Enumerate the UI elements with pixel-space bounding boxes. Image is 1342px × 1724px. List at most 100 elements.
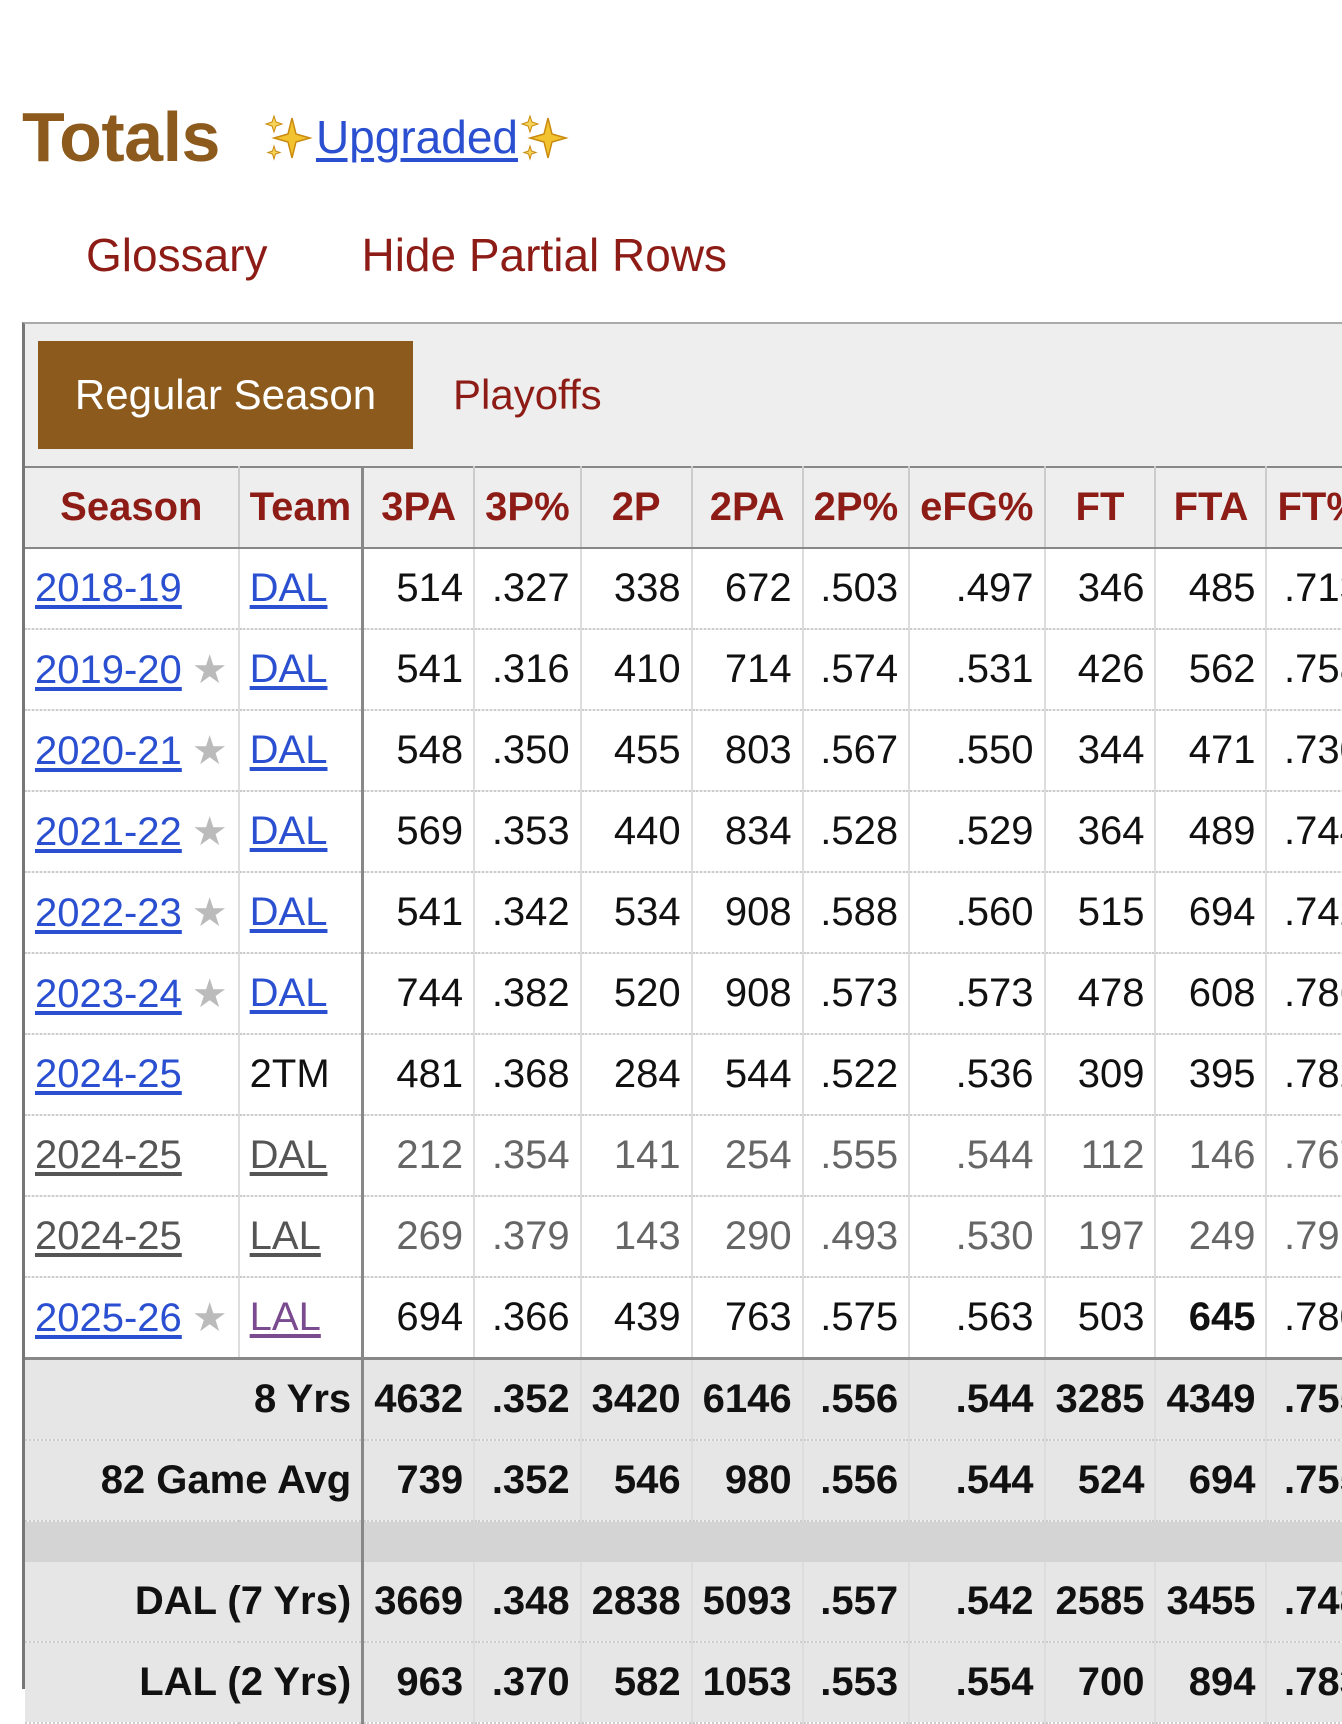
summary-cell: .352: [474, 1440, 582, 1522]
stat-cell: .782: [1266, 1034, 1342, 1116]
stat-cell: .327: [474, 548, 582, 630]
stat-cell: 290: [691, 1196, 804, 1278]
stat-cell: 908: [691, 872, 804, 954]
stat-cell: 548: [362, 710, 476, 792]
season-link[interactable]: 2024-25: [35, 1052, 182, 1096]
summary-cell: .755: [1266, 1357, 1342, 1441]
table-row: 2018-19 DAL 514.327 338 672.503.497 346 485.71…: [25, 548, 1342, 630]
team-cell: DAL: [238, 953, 365, 1035]
stat-cell: .528: [802, 791, 911, 873]
column-header-2p-pct[interactable]: 2P%: [802, 466, 911, 549]
summary-cell: .553: [802, 1642, 911, 1724]
summary-cell: 739: [362, 1440, 476, 1522]
stat-cell: 212: [362, 1115, 476, 1197]
stat-cell: .588: [802, 872, 911, 954]
column-header-2p[interactable]: 2P: [580, 466, 693, 549]
stats-table-container: Regular Season Playoffs Season Team 3PA 3P%…: [22, 322, 1342, 1724]
team-link[interactable]: LAL: [249, 1214, 321, 1258]
team-cell: DAL: [238, 710, 365, 792]
season-cell: 2024-25: [25, 1196, 240, 1278]
season-link[interactable]: 2024-25: [35, 1133, 182, 1177]
tab-playoffs[interactable]: Playoffs: [453, 371, 602, 418]
team-link[interactable]: DAL: [249, 1133, 328, 1177]
stat-cell: 672: [691, 548, 804, 630]
stat-cell: 141: [580, 1115, 693, 1197]
stat-cell: 489: [1155, 791, 1268, 873]
upgraded-badge[interactable]: Upgraded: [262, 110, 572, 164]
summary-cell: 963: [362, 1642, 476, 1724]
stat-cell: 534: [580, 872, 693, 954]
stat-cell: 440: [580, 791, 693, 873]
season-link[interactable]: 2018-19: [35, 566, 182, 610]
column-header-efg-pct[interactable]: eFG%: [909, 466, 1046, 549]
upgraded-link[interactable]: Upgraded: [315, 111, 518, 163]
team-link[interactable]: LAL: [249, 1295, 321, 1339]
team-link[interactable]: DAL: [249, 809, 328, 853]
column-header-2pa[interactable]: 2PA: [691, 466, 804, 549]
season-cell: 2024-25: [25, 1115, 240, 1197]
column-header-3pa[interactable]: 3PA: [362, 466, 476, 549]
season-link[interactable]: 2022-23: [35, 890, 182, 935]
stat-cell: .767: [1266, 1115, 1342, 1197]
season-cell: 2018-19: [25, 548, 240, 630]
column-header-ft[interactable]: FT: [1044, 466, 1157, 549]
summary-cell: 3285: [1044, 1357, 1157, 1441]
stat-cell: .544: [909, 1115, 1046, 1197]
stat-cell: 338: [580, 548, 693, 630]
team-link[interactable]: DAL: [249, 566, 328, 610]
stat-cell: 478: [1044, 953, 1157, 1035]
stat-cell: 763: [691, 1277, 804, 1360]
stat-cell: .366: [474, 1277, 582, 1360]
summary-cell: 546: [580, 1440, 693, 1522]
summary-cell: .542: [909, 1562, 1046, 1643]
stat-cell: .563: [909, 1277, 1046, 1360]
stat-cell: .316: [474, 629, 582, 711]
team-link[interactable]: DAL: [249, 890, 328, 934]
summary-cell: 700: [1044, 1642, 1157, 1724]
column-header-season[interactable]: Season: [25, 466, 240, 549]
column-header-3p-pct[interactable]: 3P%: [474, 466, 582, 549]
stat-cell: 520: [580, 953, 693, 1035]
team-link[interactable]: DAL: [249, 971, 328, 1015]
team-link[interactable]: DAL: [249, 647, 328, 691]
stat-cell: .382: [474, 953, 582, 1035]
season-link[interactable]: 2019-20: [35, 647, 182, 692]
season-cell: 2020-21 ★: [25, 710, 240, 792]
summary-cell: .544: [909, 1440, 1046, 1522]
stat-cell: .493: [802, 1196, 911, 1278]
season-link[interactable]: 2024-25: [35, 1214, 182, 1258]
hide-partial-rows-link[interactable]: Hide Partial Rows: [361, 229, 728, 281]
season-link[interactable]: 2020-21: [35, 728, 182, 773]
stat-cell: .536: [909, 1034, 1046, 1116]
season-link[interactable]: 2021-22: [35, 809, 182, 854]
stat-cell: .567: [802, 710, 911, 792]
season-cell: 2023-24 ★: [25, 953, 240, 1035]
stat-cell: 439: [580, 1277, 693, 1360]
season-link[interactable]: 2023-24: [35, 971, 182, 1016]
season-link[interactable]: 2025-26: [35, 1295, 182, 1340]
star-icon: ★: [191, 728, 228, 773]
stat-cell: 541: [362, 872, 476, 954]
summary-cell: 980: [691, 1440, 804, 1522]
team-cell: DAL: [238, 1115, 365, 1197]
table-row: 2024-25 2TM 481.368 284 544.522.536 309 395.78…: [25, 1034, 1342, 1116]
summary-cell: .544: [909, 1357, 1046, 1441]
star-icon: ★: [191, 809, 228, 854]
summary-cell: .556: [802, 1440, 911, 1522]
team-cell: 2TM: [238, 1034, 365, 1116]
column-header-fta[interactable]: FTA: [1155, 466, 1268, 549]
stat-cell: .713: [1266, 548, 1342, 630]
tab-regular-season[interactable]: Regular Season: [38, 341, 413, 449]
column-header-team[interactable]: Team: [238, 466, 365, 549]
stat-cell: 146: [1155, 1115, 1268, 1197]
stat-cell: .350: [474, 710, 582, 792]
stat-cell: 346: [1044, 548, 1157, 630]
column-header-ft-pct[interactable]: FT%: [1266, 466, 1342, 549]
season-cell: 2019-20 ★: [25, 629, 240, 711]
summary-cell: 524: [1044, 1440, 1157, 1522]
team-link[interactable]: DAL: [249, 728, 328, 772]
glossary-link[interactable]: Glossary: [86, 229, 268, 281]
summary-row: DAL (7 Yrs) 3669.348 2838 5093.557.542 2585 3…: [25, 1562, 1342, 1643]
